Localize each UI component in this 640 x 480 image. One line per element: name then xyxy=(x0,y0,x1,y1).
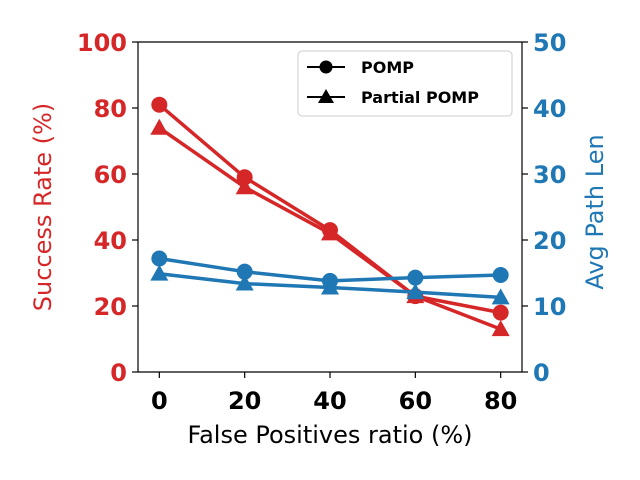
pathlen-pomp-point xyxy=(236,263,253,280)
left-tick-label: 80 xyxy=(94,95,127,123)
right-tick-label: 40 xyxy=(533,95,566,123)
right-tick-label: 30 xyxy=(533,161,566,189)
x-tick-label: 60 xyxy=(399,387,432,415)
left-tick-label: 0 xyxy=(110,359,127,387)
pathlen-partial-pomp-point xyxy=(406,283,425,300)
left-tick-label: 60 xyxy=(94,161,127,189)
x-tick-label: 80 xyxy=(484,387,517,415)
right-axis-title: Avg Path Len xyxy=(581,134,609,289)
right-tick-label: 0 xyxy=(533,359,550,387)
pathlen-partial-pomp-point xyxy=(491,288,510,305)
success-partial-pomp-point xyxy=(321,224,339,241)
left-axis-title: Success Rate (%) xyxy=(29,103,57,311)
pathlen-partial-pomp-point xyxy=(235,274,254,291)
legend-triangle-icon xyxy=(318,89,334,103)
success-pomp-point xyxy=(492,304,509,321)
x-tick-label: 20 xyxy=(228,387,261,415)
success-partial-pomp-point xyxy=(491,320,510,337)
plot-frame xyxy=(137,41,523,373)
right-tick-label: 20 xyxy=(533,227,566,255)
x-axis-title: False Positives ratio (%) xyxy=(187,421,472,449)
legend-circle-icon xyxy=(319,60,333,74)
right-axis-ticks: 0 10 20 30 40 50 xyxy=(522,29,566,387)
success-pomp-point xyxy=(236,169,253,186)
success-partial-pomp-point xyxy=(235,178,254,195)
left-axis-ticks: 0 20 40 60 80 100 xyxy=(77,29,138,387)
pathlen-partial-pomp-point xyxy=(150,264,169,281)
pathlen-partial-pomp-point xyxy=(321,278,339,295)
right-tick-label: 10 xyxy=(533,293,566,321)
legend-label-partial-pomp: Partial POMP xyxy=(361,88,479,107)
right-tick-label: 50 xyxy=(533,29,566,57)
pathlen-pomp-point xyxy=(492,266,509,283)
pathlen-pomp-point xyxy=(407,269,424,286)
x-tick-label: 40 xyxy=(313,387,346,415)
left-tick-label: 20 xyxy=(94,293,127,321)
left-tick-label: 100 xyxy=(77,29,127,57)
legend-box xyxy=(297,50,513,117)
legend-label-pomp: POMP xyxy=(361,58,414,77)
series-layer xyxy=(150,96,510,337)
pathlen-pomp-point xyxy=(151,250,168,267)
success-partial-pomp-point xyxy=(150,118,169,135)
left-tick-label: 40 xyxy=(94,227,127,255)
legend: POMP Partial POMP xyxy=(297,50,513,117)
x-axis-ticks: 0 20 40 60 80 xyxy=(151,372,517,415)
x-tick-label: 0 xyxy=(151,387,168,415)
success-pomp-point xyxy=(151,96,168,113)
